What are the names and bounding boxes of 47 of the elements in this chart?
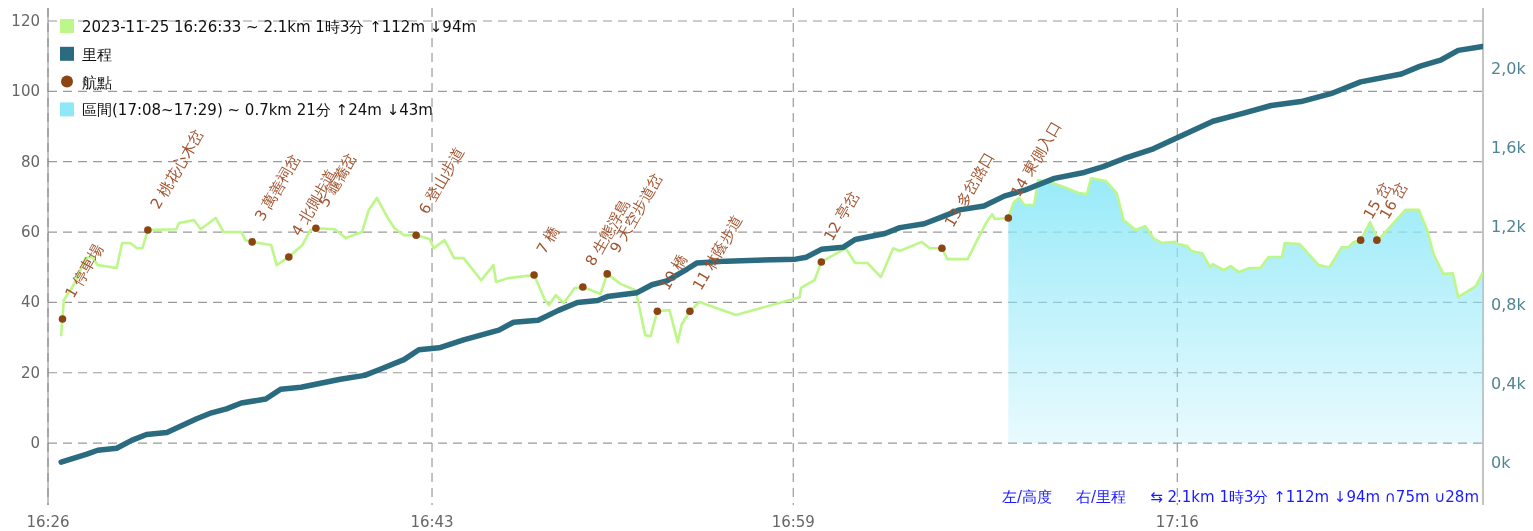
- annotation: 1 停車場: [61, 240, 107, 301]
- annotation: 12 亭岔: [820, 188, 863, 244]
- y2-tick-label: 0,8k: [1491, 295, 1527, 315]
- legend-label: 區間(17:08~17:29) ~ 0.7km 21分 ↑24m ↓43m: [82, 101, 433, 120]
- annotation: ⇆ 2.1km 1時3分 ↑112m ↓94m ∩75m ∪28m: [1150, 488, 1479, 506]
- annotation: 左/高度: [1002, 488, 1053, 506]
- y2-tick-label: 2,0k: [1491, 59, 1527, 79]
- y-tick-label: 60: [20, 223, 40, 242]
- point: [144, 226, 152, 234]
- x-tick-label: 16:43: [410, 513, 454, 531]
- point: [817, 258, 826, 266]
- point: [530, 271, 538, 279]
- point: [1356, 236, 1365, 244]
- point: [579, 283, 587, 291]
- annotation: 7 橋: [532, 222, 564, 257]
- y2-tick-label: 1,6k: [1491, 137, 1527, 157]
- point: [248, 238, 257, 246]
- point: [58, 315, 67, 323]
- annotation: 14 東側入口: [1007, 118, 1065, 200]
- x-tick-label: 16:26: [26, 513, 70, 531]
- point: [312, 224, 320, 232]
- y2-tick-label: 0,4k: [1491, 374, 1527, 394]
- y2-tick-label: 1,2k: [1491, 216, 1527, 236]
- annotation: 2 桃花心木岔: [146, 125, 207, 212]
- point: [412, 231, 420, 240]
- point: [1373, 236, 1381, 244]
- y-tick-label: 20: [20, 363, 40, 382]
- point: [284, 253, 293, 261]
- annotation: 右/里程: [1076, 488, 1127, 506]
- point: [653, 307, 662, 315]
- legend-label: 2023-11-25 16:26:33 ~ 2.1km 1時3分 ↑112m ↓94m: [82, 18, 477, 36]
- annotation: 6 登山步道: [415, 143, 468, 218]
- y-tick-label: 40: [20, 293, 40, 312]
- point: [938, 244, 946, 253]
- annotation: 13 多岔路口: [940, 148, 999, 231]
- point: [1004, 214, 1013, 222]
- y-tick-label: 0: [30, 434, 40, 453]
- legend-label: 航點: [82, 73, 112, 92]
- x-tick-label: 16:59: [771, 513, 815, 531]
- y-tick-label: 80: [20, 152, 40, 171]
- point: [686, 307, 694, 315]
- y-tick-label: 100: [11, 82, 40, 101]
- point: [603, 270, 612, 278]
- legend-label: 里程: [82, 45, 112, 64]
- y-tick-label: 120: [11, 12, 40, 31]
- y2-tick-label: 0k: [1491, 453, 1512, 473]
- x-tick-label: 17:16: [1155, 513, 1199, 531]
